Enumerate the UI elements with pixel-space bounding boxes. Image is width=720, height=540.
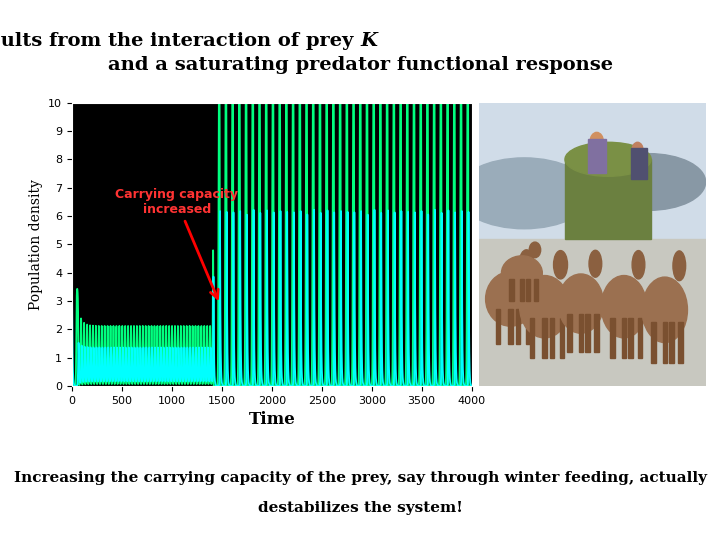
Bar xyxy=(510,279,514,301)
Ellipse shape xyxy=(554,251,567,279)
Bar xyxy=(588,139,606,173)
Bar xyxy=(550,318,554,357)
Bar xyxy=(621,318,626,357)
Ellipse shape xyxy=(501,256,542,290)
Bar xyxy=(526,279,531,301)
Ellipse shape xyxy=(642,277,688,342)
Bar xyxy=(534,279,539,301)
Ellipse shape xyxy=(558,274,603,333)
Ellipse shape xyxy=(673,251,685,281)
Bar xyxy=(479,239,706,386)
Bar xyxy=(651,322,656,363)
Bar xyxy=(595,314,599,352)
X-axis label: Time: Time xyxy=(248,411,295,428)
Bar xyxy=(508,309,513,343)
Y-axis label: Population density: Population density xyxy=(29,179,42,310)
Ellipse shape xyxy=(529,242,541,258)
Text: and a saturating predator functional response: and a saturating predator functional res… xyxy=(107,56,613,74)
Bar xyxy=(611,318,615,357)
Bar xyxy=(579,314,583,352)
Bar xyxy=(638,318,642,357)
Bar xyxy=(479,103,706,239)
Bar xyxy=(585,314,590,352)
Text: Increasing the carrying capacity of the prey, say through winter feeding, actual: Increasing the carrying capacity of the … xyxy=(14,471,706,485)
Bar xyxy=(559,318,564,357)
Ellipse shape xyxy=(601,275,647,338)
Ellipse shape xyxy=(589,250,602,277)
Ellipse shape xyxy=(520,250,534,275)
Bar xyxy=(526,309,531,343)
Text: The “paradox of enrichment” results from the interaction of prey: The “paradox of enrichment” results from… xyxy=(0,31,360,50)
Ellipse shape xyxy=(520,275,570,338)
Ellipse shape xyxy=(485,272,536,326)
Ellipse shape xyxy=(456,158,592,229)
Ellipse shape xyxy=(632,142,643,159)
Ellipse shape xyxy=(565,142,651,176)
Text: K: K xyxy=(360,31,377,50)
Bar xyxy=(567,314,572,352)
Bar xyxy=(496,309,500,343)
Bar xyxy=(631,148,647,179)
Bar xyxy=(662,322,667,363)
Bar xyxy=(670,322,674,363)
Bar xyxy=(565,159,651,239)
Bar xyxy=(629,318,633,357)
Text: destabilizes the system!: destabilizes the system! xyxy=(258,501,462,515)
Bar xyxy=(520,279,524,301)
Bar xyxy=(516,309,521,343)
Ellipse shape xyxy=(590,132,603,152)
Bar xyxy=(678,322,683,363)
Ellipse shape xyxy=(632,251,645,279)
Text: Carrying capacity
increased: Carrying capacity increased xyxy=(115,188,238,299)
Ellipse shape xyxy=(593,153,706,211)
Bar xyxy=(530,318,534,357)
Bar xyxy=(542,318,547,357)
